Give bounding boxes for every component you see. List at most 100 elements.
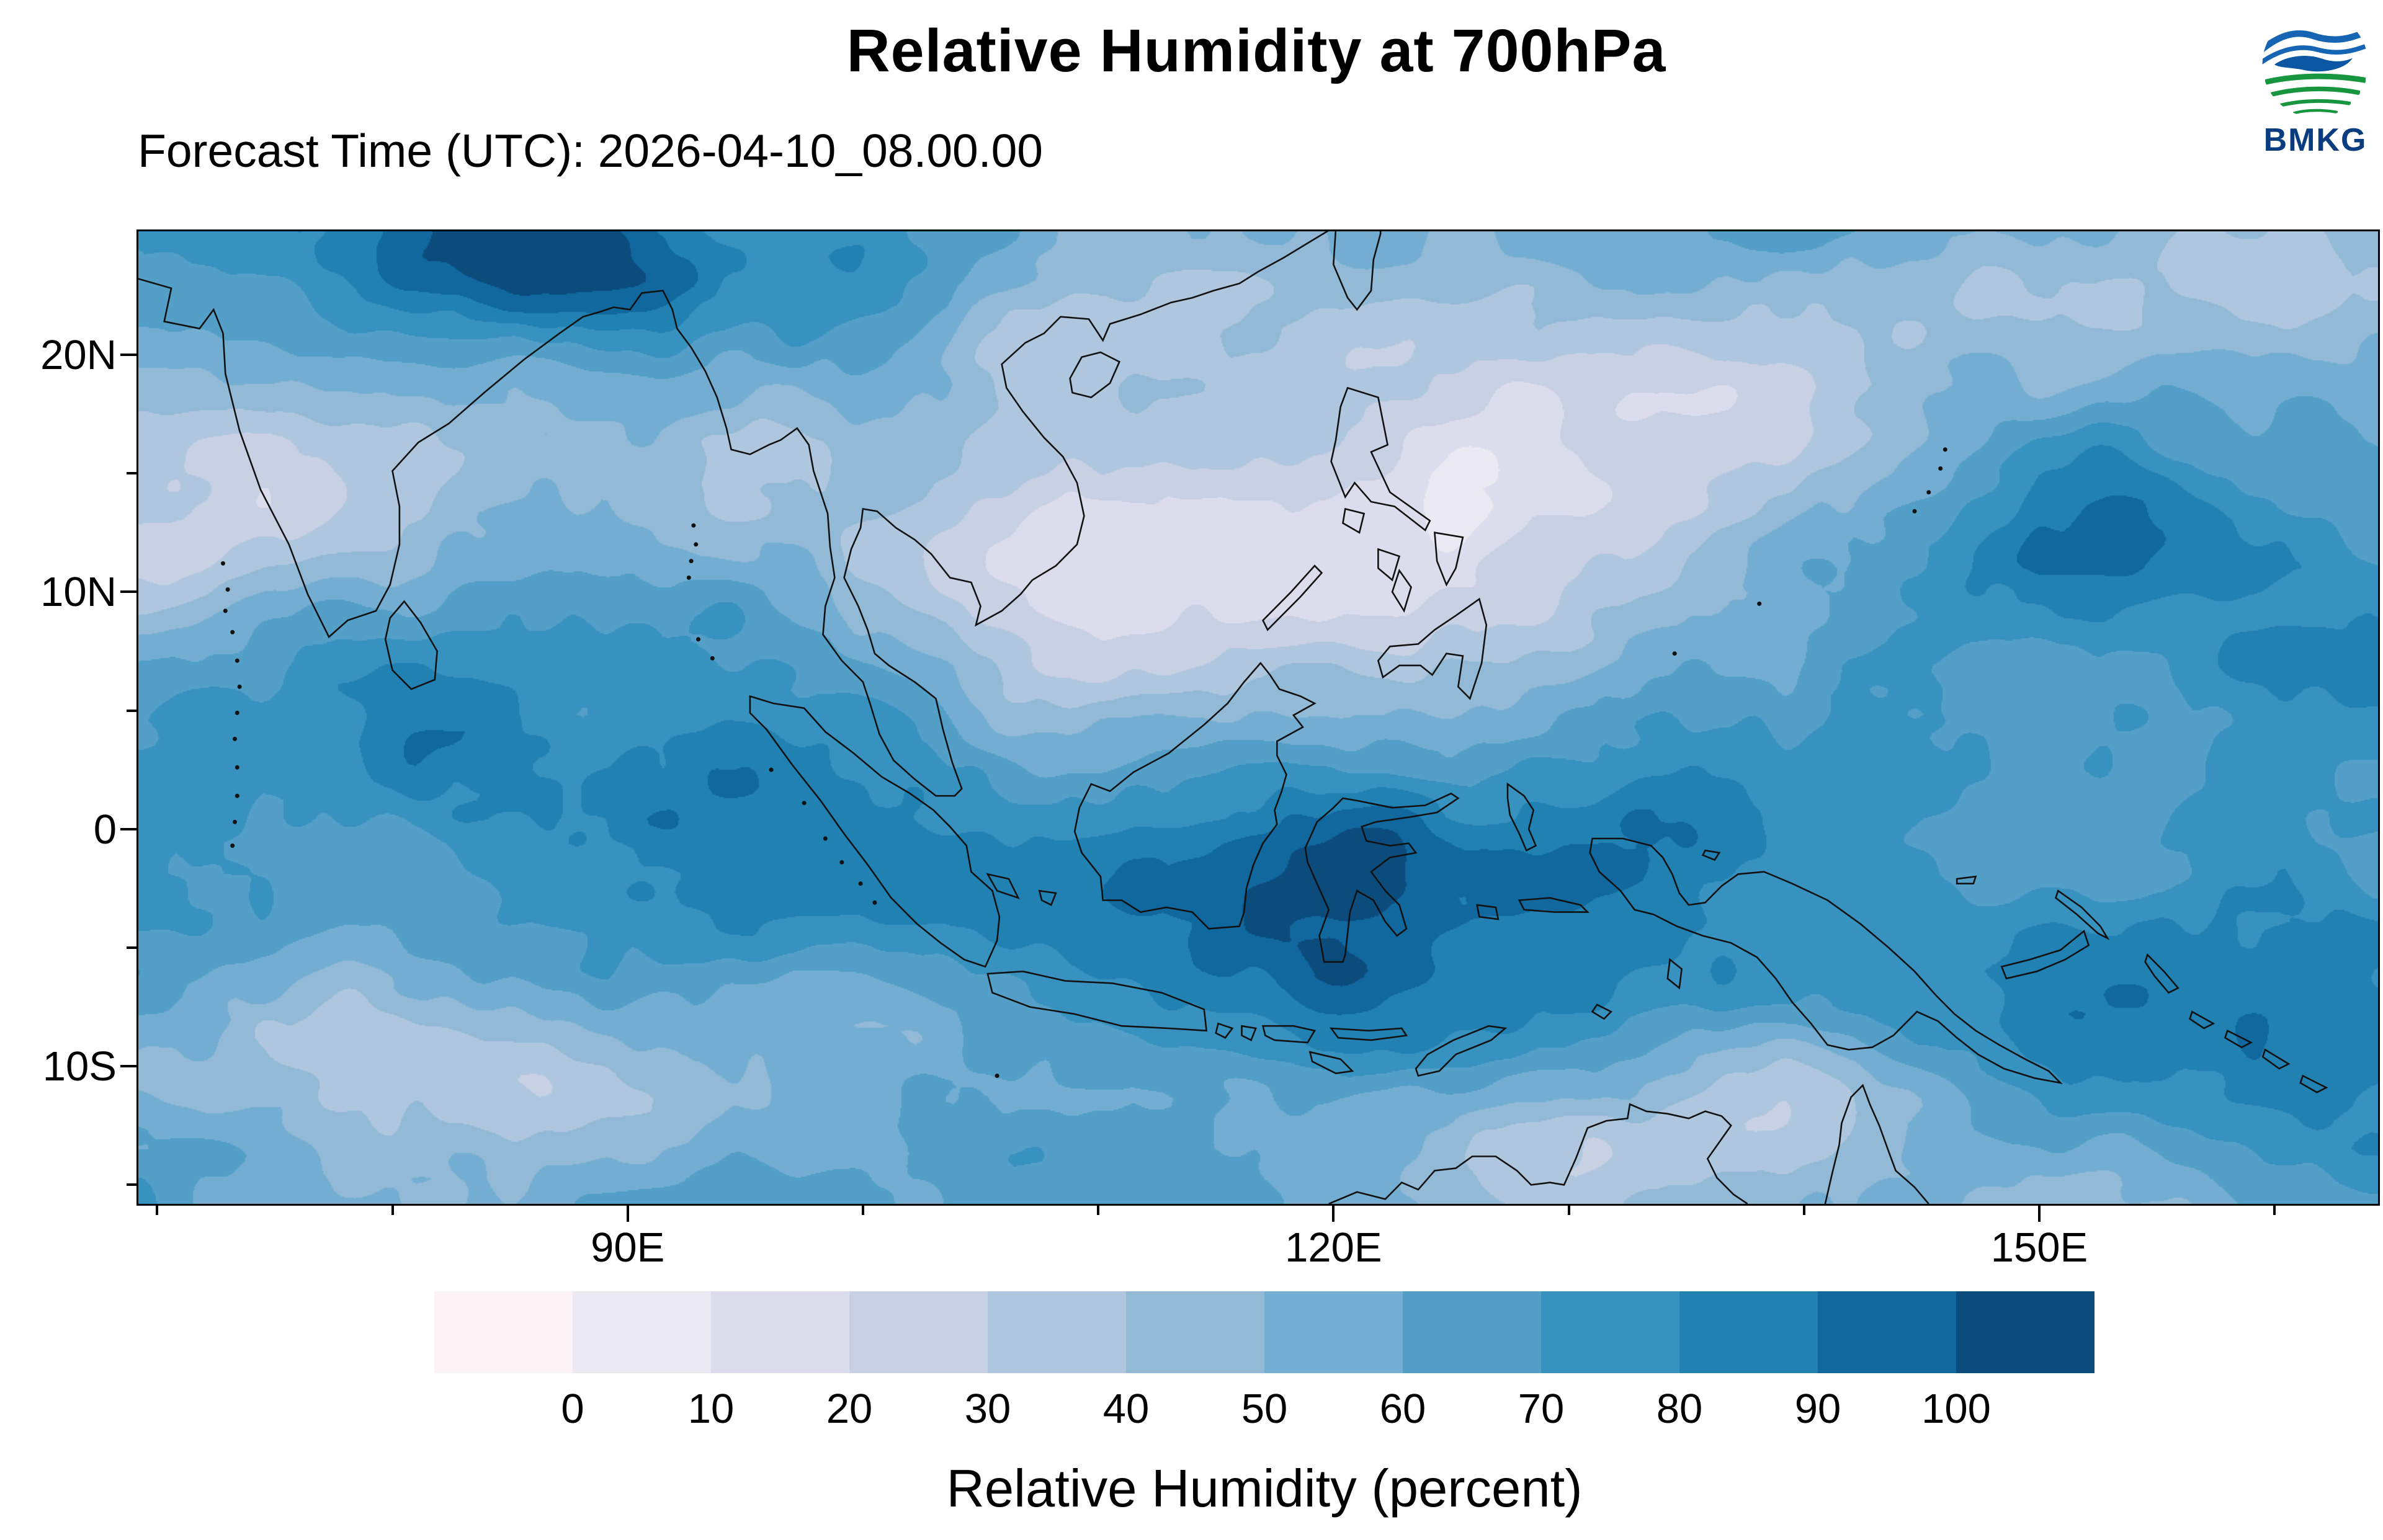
colorbar-tick-label: 60 bbox=[1379, 1386, 1426, 1432]
coastline-path bbox=[1262, 564, 1323, 631]
colorbar-cell bbox=[1403, 1291, 1541, 1373]
island-dot bbox=[233, 819, 237, 824]
colorbar-tick-label: 70 bbox=[1518, 1386, 1565, 1432]
island-dot bbox=[839, 860, 844, 865]
coastline-path bbox=[2299, 1074, 2328, 1093]
coastline-path bbox=[1241, 1025, 1258, 1041]
page-title: Relative Humidity at 700hPa bbox=[846, 17, 1666, 84]
lon-tick bbox=[1332, 1206, 1335, 1222]
lat-tick bbox=[120, 353, 136, 356]
colorbar-cell bbox=[988, 1291, 1126, 1373]
coastline-path bbox=[1956, 875, 1977, 884]
lat-tick bbox=[120, 590, 136, 594]
island-dot bbox=[995, 1074, 999, 1078]
colorbar-cell bbox=[711, 1291, 849, 1373]
coastline-path bbox=[1261, 1025, 1317, 1044]
island-dot bbox=[230, 843, 235, 848]
colorbar-tick-label: 50 bbox=[1241, 1386, 1288, 1432]
coastline-path bbox=[1666, 958, 1683, 990]
lat-minor-tick bbox=[127, 709, 136, 712]
coastline-path bbox=[1476, 904, 1500, 920]
island-dot bbox=[221, 561, 225, 566]
island-dot bbox=[225, 587, 230, 592]
lon-tick-label: 90E bbox=[591, 1224, 665, 1271]
island-dot bbox=[235, 793, 239, 798]
coastline-path bbox=[1329, 1027, 1408, 1041]
coastline-path bbox=[1069, 351, 1120, 399]
coastline-path bbox=[1591, 1004, 1612, 1020]
colorbar-tick-label: 10 bbox=[687, 1386, 735, 1432]
island-dot bbox=[769, 767, 774, 772]
coastline-path bbox=[1308, 1051, 1354, 1075]
lat-tick-label: 10S bbox=[42, 1043, 117, 1090]
coastline-path bbox=[2189, 1010, 2215, 1030]
island-dot bbox=[1912, 509, 1917, 514]
coastline-path bbox=[1391, 569, 1412, 613]
island-dot bbox=[235, 658, 239, 663]
island-dot bbox=[686, 575, 691, 580]
island-dot bbox=[1926, 490, 1931, 495]
island-dot bbox=[235, 710, 239, 715]
colorbar-cell bbox=[1818, 1291, 1956, 1373]
island-dot bbox=[802, 801, 807, 806]
island-dot bbox=[230, 630, 235, 634]
coastline-path bbox=[1589, 837, 2063, 1085]
coastline-path bbox=[2224, 1029, 2253, 1049]
colorbar-tick-label: 80 bbox=[1656, 1386, 1703, 1432]
lat-tick bbox=[120, 1065, 136, 1068]
lat-minor-tick bbox=[127, 946, 136, 949]
colorbar-cell bbox=[1264, 1291, 1403, 1373]
coastline-path bbox=[1433, 532, 1464, 587]
bmkg-logo: BMKG bbox=[2253, 9, 2377, 159]
island-dot bbox=[223, 608, 228, 613]
lon-tick bbox=[626, 1206, 629, 1222]
lon-minor-tick bbox=[1097, 1206, 1100, 1215]
colorbar-tick-label: 100 bbox=[1921, 1386, 1991, 1432]
colorbar-cell bbox=[1679, 1291, 1818, 1373]
lat-tick bbox=[120, 827, 136, 830]
forecast-time: Forecast Time (UTC): 2026-04-10_08.00.00 bbox=[138, 125, 1044, 177]
lat-minor-tick bbox=[127, 472, 136, 475]
colorbar-cell bbox=[849, 1291, 988, 1373]
lon-minor-tick bbox=[391, 1206, 394, 1215]
island-dot bbox=[858, 881, 863, 886]
island-dot bbox=[872, 900, 877, 905]
coastline-path bbox=[2054, 889, 2110, 940]
colorbar-tick-label: 20 bbox=[826, 1386, 873, 1432]
coastline-path bbox=[1506, 782, 1537, 852]
coastline-path bbox=[1377, 597, 1488, 700]
island-dot bbox=[696, 637, 700, 642]
coastline-overlay bbox=[138, 231, 2328, 1204]
island-dot bbox=[823, 836, 828, 841]
humidity-field-canvas bbox=[138, 231, 2378, 1204]
island-dot bbox=[1672, 651, 1677, 656]
coastline-path bbox=[1073, 661, 1317, 930]
coastline-path bbox=[1215, 1022, 1234, 1039]
coastline-path bbox=[2261, 1048, 2291, 1070]
island-dot bbox=[233, 736, 237, 741]
lon-tick-label: 120E bbox=[1285, 1224, 1382, 1271]
coastline-path bbox=[1330, 386, 1431, 532]
island-dot bbox=[235, 765, 239, 770]
island-dot bbox=[694, 542, 699, 547]
coastline-path bbox=[1038, 889, 1057, 906]
coastline-path bbox=[1824, 1084, 1929, 1204]
bmkg-logo-text: BMKG bbox=[2263, 122, 2367, 158]
colorbar-cell bbox=[434, 1291, 573, 1373]
bmkg-logo-icon bbox=[2262, 11, 2369, 118]
colorbar-tick-label: 40 bbox=[1102, 1386, 1150, 1432]
coastline-path bbox=[1304, 792, 1460, 963]
colorbar-cell bbox=[1541, 1291, 1679, 1373]
coastline-path bbox=[2144, 953, 2180, 994]
lat-tick-label: 10N bbox=[40, 569, 117, 616]
island-dot bbox=[710, 656, 715, 661]
colorbar-cell bbox=[1126, 1291, 1264, 1373]
lat-minor-tick bbox=[127, 1183, 136, 1186]
colorbar-tick-label: 90 bbox=[1794, 1386, 1841, 1432]
coastline-path bbox=[384, 600, 438, 690]
map-frame bbox=[136, 229, 2380, 1206]
colorbar bbox=[434, 1291, 2095, 1373]
lat-tick-label: 20N bbox=[40, 331, 117, 378]
island-dot bbox=[691, 523, 696, 528]
island-dot bbox=[1943, 447, 1947, 452]
